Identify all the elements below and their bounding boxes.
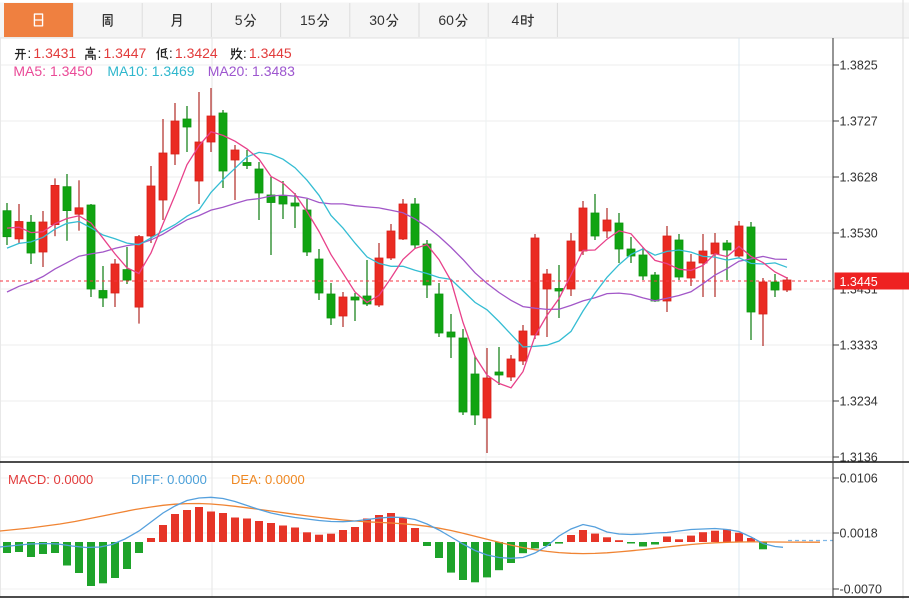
svg-text:DIFF: 0.0000: DIFF: 0.0000 xyxy=(131,472,207,487)
svg-text:0.0018: 0.0018 xyxy=(840,526,878,540)
svg-text:MA20: 1.3483: MA20: 1.3483 xyxy=(208,63,295,79)
svg-text:MACD: 0.0000: MACD: 0.0000 xyxy=(8,472,93,487)
svg-text:1.3445: 1.3445 xyxy=(840,275,878,289)
svg-text:1.3825: 1.3825 xyxy=(840,58,878,72)
svg-text:MA5: 1.3450: MA5: 1.3450 xyxy=(13,63,93,79)
svg-text::: : xyxy=(243,45,247,61)
svg-text:1.3234: 1.3234 xyxy=(840,394,878,408)
svg-text::: : xyxy=(98,45,102,61)
svg-text::: : xyxy=(27,45,31,61)
svg-text::: : xyxy=(169,45,173,61)
svg-text:1.3727: 1.3727 xyxy=(840,114,878,128)
svg-text:1.3424: 1.3424 xyxy=(175,45,218,61)
svg-text:1.3136: 1.3136 xyxy=(840,450,878,464)
svg-text:MA10: 1.3469: MA10: 1.3469 xyxy=(107,63,194,79)
svg-text:-0.0070: -0.0070 xyxy=(840,582,882,596)
svg-text:15: 15 xyxy=(300,12,316,28)
svg-text:4: 4 xyxy=(512,12,520,28)
svg-text:1.3628: 1.3628 xyxy=(840,170,878,184)
svg-text:1.3333: 1.3333 xyxy=(840,338,878,352)
svg-text:5: 5 xyxy=(235,12,243,28)
svg-text:DEA: 0.0000: DEA: 0.0000 xyxy=(231,472,305,487)
svg-text:0.0106: 0.0106 xyxy=(840,471,878,485)
svg-text:30: 30 xyxy=(369,12,385,28)
svg-text:1.3530: 1.3530 xyxy=(840,226,878,240)
svg-text:60: 60 xyxy=(438,12,454,28)
svg-text:1.3447: 1.3447 xyxy=(104,45,147,61)
svg-text:1.3431: 1.3431 xyxy=(33,45,76,61)
svg-text:1.3445: 1.3445 xyxy=(249,45,292,61)
